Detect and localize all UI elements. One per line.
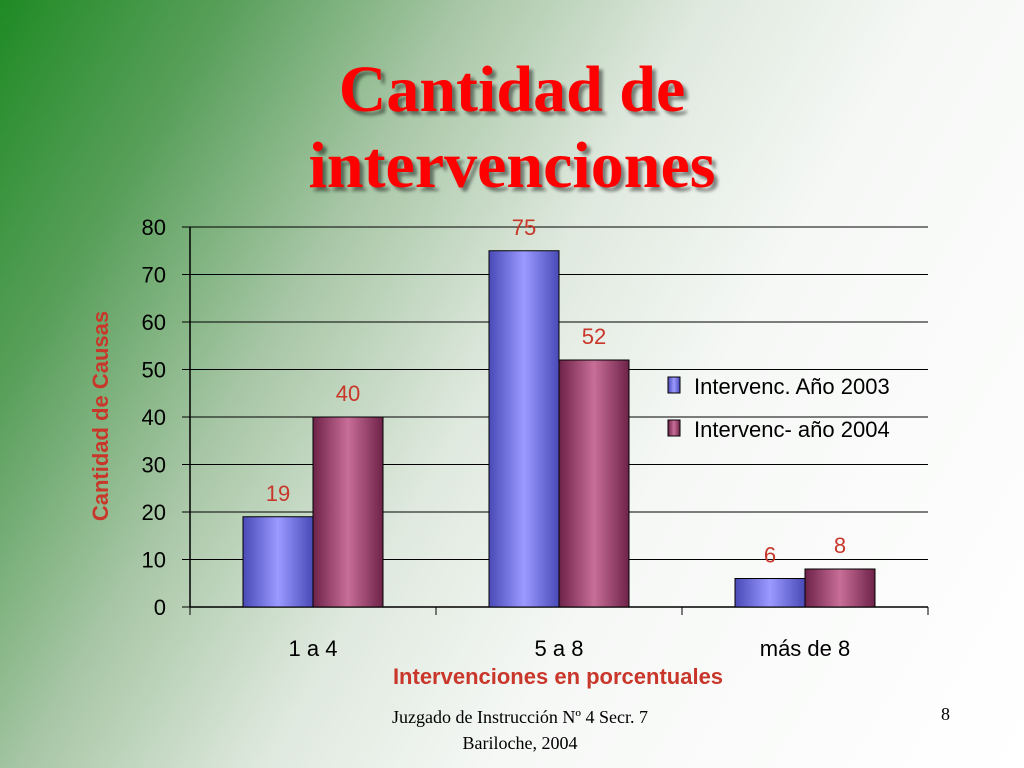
bar-2004 [312, 416, 384, 608]
y-tick-label: 30 [142, 453, 166, 478]
data-label: 52 [582, 324, 606, 349]
y-tick-label: 0 [154, 595, 166, 620]
slide-title-line-1: Cantidad de [338, 53, 686, 126]
legend: Intervenc. Año 2003 Intervenc- año 2004 [667, 374, 890, 442]
page-number: 8 [941, 704, 950, 724]
legend-swatch-2003 [667, 376, 681, 394]
x-axis-title: Intervenciones en porcentuales [393, 664, 723, 689]
bar-2003 [242, 516, 314, 608]
y-tick-label: 40 [142, 405, 166, 430]
legend-label-2003: Intervenc. Año 2003 [694, 374, 890, 399]
y-axis-title: Cantidad de Causas [88, 311, 113, 521]
data-label: 8 [834, 533, 846, 558]
y-tick-label: 70 [142, 263, 166, 288]
data-label: 40 [336, 381, 360, 406]
footer-line-2: Bariloche, 2004 [462, 733, 578, 753]
x-tick-label: 5 a 8 [535, 636, 584, 661]
legend-swatch-2004 [667, 419, 681, 437]
legend-label-2004: Intervenc- año 2004 [694, 417, 890, 442]
data-label: 19 [266, 481, 290, 506]
bar-2004 [558, 359, 630, 608]
slide-title: Cantidad de intervenciones [0, 52, 1024, 204]
data-label: 6 [764, 543, 776, 568]
x-tick-label: 1 a 4 [289, 636, 338, 661]
y-tick-label: 20 [142, 500, 166, 525]
slide-footer: Juzgado de Instrucción Nº 4 Secr. 7 Bari… [340, 704, 700, 756]
y-tick-label: 80 [142, 215, 166, 240]
bar-2003 [734, 578, 806, 608]
bar-2004 [804, 568, 876, 608]
y-tick-label: 50 [142, 358, 166, 383]
data-labels: 19 40 75 52 6 8 [266, 215, 846, 568]
y-tick-label: 60 [142, 310, 166, 335]
data-label: 75 [512, 215, 536, 240]
bars [242, 250, 876, 608]
slide-title-line-2: intervenciones [308, 129, 716, 202]
x-tick-label: más de 8 [760, 636, 851, 661]
bar-2003 [488, 250, 560, 608]
footer-line-1: Juzgado de Instrucción Nº 4 Secr. 7 [391, 707, 649, 727]
y-tick-label: 10 [142, 548, 166, 573]
